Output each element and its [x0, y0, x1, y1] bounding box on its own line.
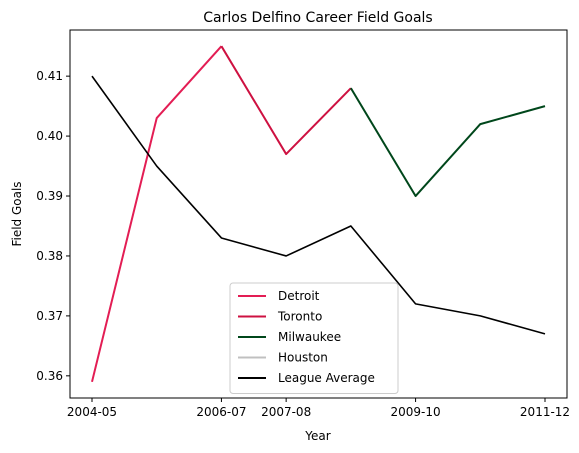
x-axis-label: Year — [304, 429, 330, 443]
chart-title: Carlos Delfino Career Field Goals — [203, 10, 432, 26]
legend: Detroit Toronto Milwaukee Houston League Ave… — [229, 282, 399, 394]
series-line-milwaukee — [350, 87, 546, 198]
series-layer — [91, 45, 546, 383]
legend-box — [229, 282, 399, 394]
x-tick-label: 2011-12 — [520, 405, 570, 419]
axes-border — [69, 29, 568, 399]
legend-label-league-average: League Average — [278, 371, 375, 385]
x-tick-label: 2007-08 — [261, 405, 311, 419]
x-tick-label: 2004-05 — [67, 405, 117, 419]
y-tick-label: 0.40 — [36, 129, 63, 143]
series-line-toronto — [220, 45, 352, 156]
x-tick-label: 2006-07 — [196, 405, 246, 419]
y-axis: 0.36 0.37 0.38 0.39 0.40 0.41 — [36, 69, 70, 383]
y-tick-label: 0.36 — [36, 369, 63, 383]
series-line-league-average — [91, 75, 546, 335]
series-line-detroit — [91, 45, 223, 383]
legend-label-houston: Houston — [278, 351, 328, 365]
y-tick-label: 0.38 — [36, 249, 63, 263]
x-tick-label: 2009-10 — [391, 405, 441, 419]
y-tick-label: 0.41 — [36, 69, 63, 83]
legend-label-milwaukee: Milwaukee — [278, 330, 341, 344]
y-tick-label: 0.39 — [36, 189, 63, 203]
y-tick-label: 0.37 — [36, 309, 63, 323]
x-axis: 2004-05 2006-07 2007-08 2009-10 2011-12 — [67, 398, 570, 419]
y-axis-label: Field Goals — [10, 181, 24, 246]
legend-label-detroit: Detroit — [278, 289, 320, 303]
legend-label-toronto: Toronto — [277, 310, 322, 324]
